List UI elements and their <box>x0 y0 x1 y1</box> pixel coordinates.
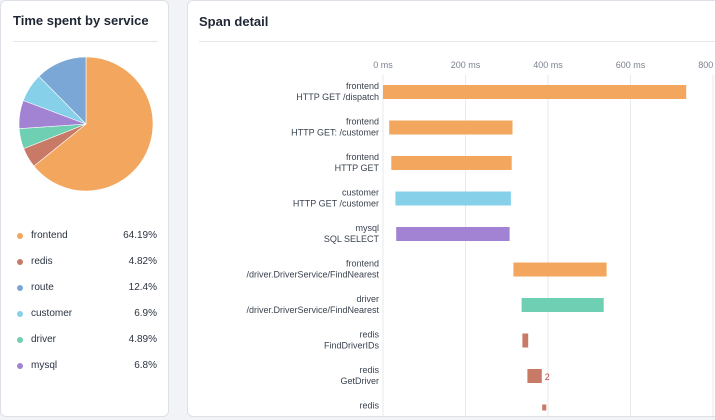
x-tick-label: 400 ms <box>533 60 563 70</box>
span-service-label: frontend <box>346 117 379 127</box>
pie-slice-route[interactable] <box>38 56 87 125</box>
span-service-label: redis <box>359 365 379 375</box>
x-tick-label: 0 ms <box>373 60 393 70</box>
legend-dot <box>17 233 23 239</box>
span-bar-redis[interactable] <box>527 369 542 383</box>
legend-name: redis <box>31 256 53 267</box>
legend-name: customer <box>31 308 73 319</box>
span-bar-frontend[interactable] <box>391 156 512 170</box>
span-bar-driver[interactable] <box>521 298 604 312</box>
span-count-label: 2 <box>545 372 550 382</box>
span-operation-label: /driver.DriverService/FindNearest <box>246 305 379 315</box>
span-operation-label: HTTP GET <box>335 163 380 173</box>
span-operation-label: HTTP GET /customer <box>293 199 379 209</box>
span-service-label: frontend <box>346 152 379 162</box>
span-bar-redis[interactable] <box>522 333 529 348</box>
span-service-label: mysql <box>355 223 379 233</box>
span-operation-label: SQL SELECT <box>324 234 380 244</box>
x-tick-label: 200 ms <box>451 60 481 70</box>
legend-name: mysql <box>31 360 58 371</box>
time-spent-title: Time spent by service <box>13 13 149 28</box>
legend-value: 6.9% <box>134 308 157 319</box>
legend-dot <box>17 311 23 317</box>
legend-dot <box>17 363 23 369</box>
legend-value: 6.8% <box>134 360 157 371</box>
pie-slice-frontend[interactable] <box>33 56 154 192</box>
span-detail-panel: Span detail 0 ms 200 ms 400 ms 600 ms 800 ms… <box>187 0 715 417</box>
span-service-label: customer <box>342 188 379 198</box>
span-bar-redis[interactable] <box>542 404 547 411</box>
span-service-label: redis <box>359 401 379 411</box>
legend-item-frontend: frontend 64.19% <box>17 227 157 253</box>
legend-dot <box>17 285 23 291</box>
legend-value: 64.19% <box>123 230 157 241</box>
legend-value: 12.4% <box>128 282 157 293</box>
left-divider <box>13 41 158 42</box>
span-service-label: redis <box>359 330 379 340</box>
span-service-label: driver <box>356 294 379 304</box>
span-bar-frontend[interactable] <box>513 262 607 277</box>
legend-name: driver <box>31 334 57 345</box>
legend-item-driver: driver 4.89% <box>17 331 157 357</box>
span-operation-label: HTTP GET: /customer <box>291 128 379 138</box>
right-divider <box>199 41 715 42</box>
legend-dot <box>17 259 23 265</box>
legend-value: 4.82% <box>128 256 157 267</box>
legend-value: 4.89% <box>128 334 157 345</box>
legend-dot <box>17 337 23 343</box>
span-operation-label: /driver.DriverService/FindNearest <box>246 270 379 280</box>
legend-item-customer: customer 6.9% <box>17 305 157 331</box>
legend-name: frontend <box>31 230 68 241</box>
span-bar-frontend[interactable] <box>383 85 687 99</box>
legend-name: route <box>31 282 54 293</box>
span-bar-customer[interactable] <box>395 191 511 206</box>
span-bar-mysql[interactable] <box>396 227 510 241</box>
legend-item-redis: redis 4.82% <box>17 253 157 279</box>
legend-item-route: route 12.4% <box>17 279 157 305</box>
x-tick-label: 800 ms <box>698 60 715 70</box>
span-bar-frontend[interactable] <box>389 120 513 135</box>
span-detail-title: Span detail <box>199 14 269 29</box>
span-operation-label: HTTP GET /dispatch <box>296 92 379 102</box>
span-service-label: frontend <box>346 259 379 269</box>
service-legend: frontend 64.19% redis 4.82% route 12.4% custom… <box>17 227 157 383</box>
span-operation-label: FindDriverIDs <box>324 341 380 351</box>
service-pie-chart <box>18 56 154 192</box>
span-service-label: frontend <box>346 81 379 91</box>
x-tick-label: 600 ms <box>616 60 646 70</box>
time-spent-panel: Time spent by service frontend 64.19% redi… <box>0 0 169 417</box>
legend-item-mysql: mysql 6.8% <box>17 357 157 383</box>
span-operation-label: GetDriver <box>340 376 379 386</box>
